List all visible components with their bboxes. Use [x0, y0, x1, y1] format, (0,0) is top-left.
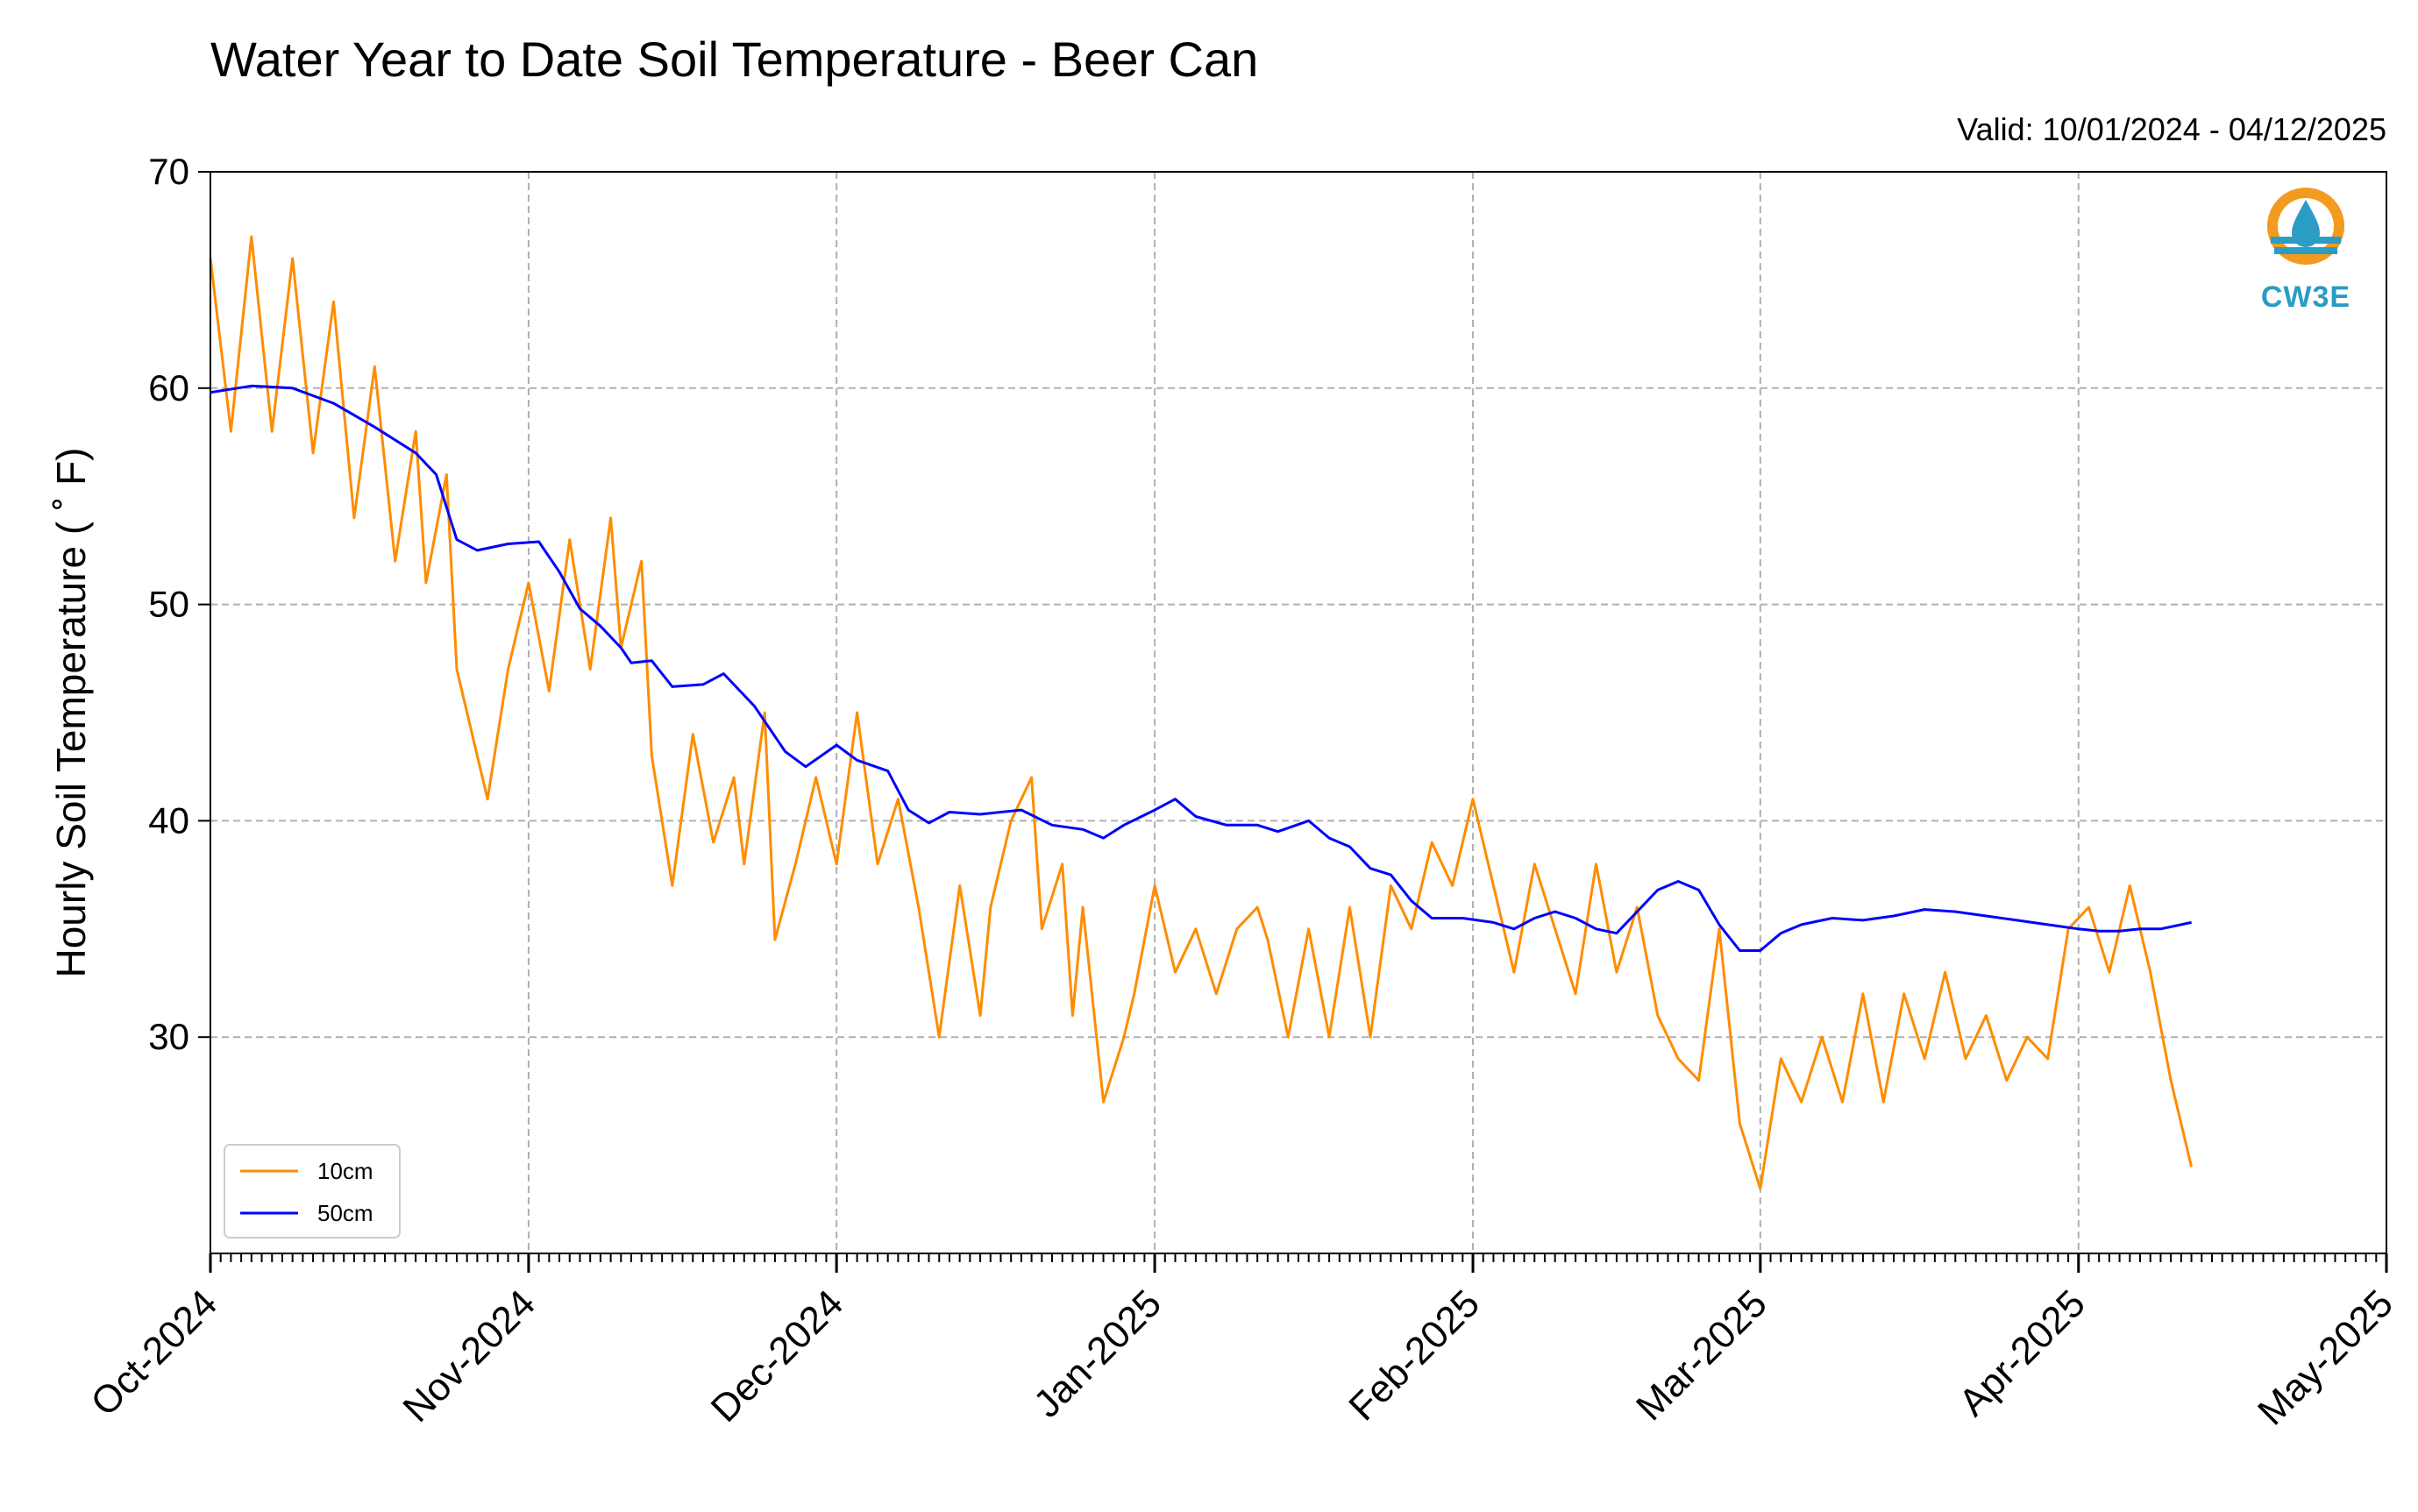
- y-tick-label: 40: [148, 799, 189, 841]
- x-tick-label: Nov-2024: [395, 1281, 544, 1430]
- y-tick-label: 60: [148, 367, 189, 408]
- x-axis: Oct-2024 Nov-2024 Dec-2024 Jan-2025 Feb-2025…: [82, 1253, 2401, 1433]
- y-tick-label: 30: [148, 1016, 189, 1057]
- logo-wave-1: [2271, 237, 2341, 244]
- chart-title: Water Year to Date Soil Temperature - Be…: [210, 32, 1258, 87]
- logo-text: CW3E: [2261, 280, 2350, 314]
- y-tick-label: 70: [148, 151, 189, 192]
- y-tick-label: 50: [148, 584, 189, 625]
- plot-frame: [210, 171, 2387, 1254]
- legend: 10cm 50cm: [224, 1144, 401, 1239]
- series-line-10cm: [209, 235, 2194, 1190]
- cw3e-logo: CW3E: [2261, 188, 2350, 314]
- series-layer: [209, 235, 2194, 1190]
- x-tick-label: May-2025: [2250, 1281, 2401, 1433]
- y-axis-label: Hourly Soil Temperature ( ˚ F): [48, 448, 94, 978]
- x-tick-label: Apr-2025: [1951, 1281, 2094, 1424]
- droplet-icon: [2292, 200, 2320, 247]
- x-tick-label: Jan-2025: [1026, 1281, 1170, 1425]
- x-tick-label: Feb-2025: [1341, 1281, 1488, 1429]
- x-tick-label: Mar-2025: [1628, 1281, 1775, 1429]
- grid: [210, 171, 2387, 1253]
- valid-date-range: Valid: 10/01/2024 - 04/12/2025: [1957, 111, 2386, 147]
- x-tick-label: Oct-2024: [82, 1281, 225, 1424]
- series-line-50cm: [210, 384, 2192, 952]
- y-axis: 30 40 50 60 70: [148, 151, 210, 1057]
- logo-wave-2: [2274, 247, 2337, 254]
- legend-label-50cm: 50cm: [317, 1200, 373, 1226]
- x-tick-label: Dec-2024: [703, 1281, 852, 1430]
- legend-box: [224, 1144, 401, 1239]
- legend-label-10cm: 10cm: [317, 1158, 373, 1184]
